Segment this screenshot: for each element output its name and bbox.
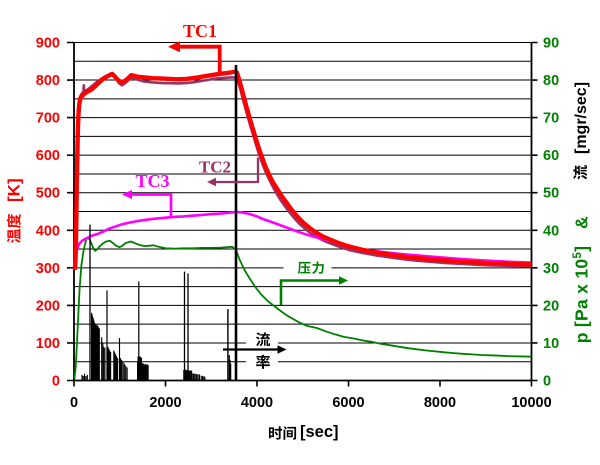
svg-text:60: 60	[543, 148, 559, 164]
svg-text:[mgr/sec]: [mgr/sec]	[573, 82, 590, 154]
svg-text:8000: 8000	[424, 395, 456, 411]
svg-text:50: 50	[543, 186, 559, 202]
svg-text:900: 900	[36, 36, 60, 52]
svg-text:4000: 4000	[241, 395, 273, 411]
svg-text:400: 400	[36, 223, 60, 239]
svg-text:700: 700	[36, 111, 60, 127]
svg-text:[K]: [K]	[5, 178, 24, 202]
svg-text:TC2: TC2	[199, 158, 231, 177]
svg-text:6000: 6000	[332, 395, 364, 411]
svg-text:300: 300	[36, 261, 60, 277]
svg-text:40: 40	[543, 223, 559, 239]
svg-text:90: 90	[543, 36, 559, 52]
svg-text:100: 100	[36, 336, 60, 352]
svg-text:10000: 10000	[511, 395, 551, 411]
svg-text:2000: 2000	[149, 395, 181, 411]
svg-text:600: 600	[36, 148, 60, 164]
svg-text:TC1: TC1	[183, 21, 217, 41]
svg-text:200: 200	[36, 298, 60, 314]
svg-text:20: 20	[543, 298, 559, 314]
svg-text:p [Pa x 105]: p [Pa x 105]	[572, 246, 592, 344]
svg-text:70: 70	[543, 111, 559, 127]
svg-text:0: 0	[52, 374, 60, 390]
svg-text:[sec]: [sec]	[300, 423, 339, 441]
svg-text:&: &	[572, 216, 592, 229]
svg-text:TC3: TC3	[135, 171, 169, 191]
svg-text:800: 800	[36, 73, 60, 89]
svg-text:80: 80	[543, 73, 559, 89]
svg-text:0: 0	[70, 395, 78, 411]
svg-text:0: 0	[543, 374, 551, 390]
svg-text:30: 30	[543, 261, 559, 277]
svg-text:10: 10	[543, 336, 559, 352]
svg-text:500: 500	[36, 186, 60, 202]
